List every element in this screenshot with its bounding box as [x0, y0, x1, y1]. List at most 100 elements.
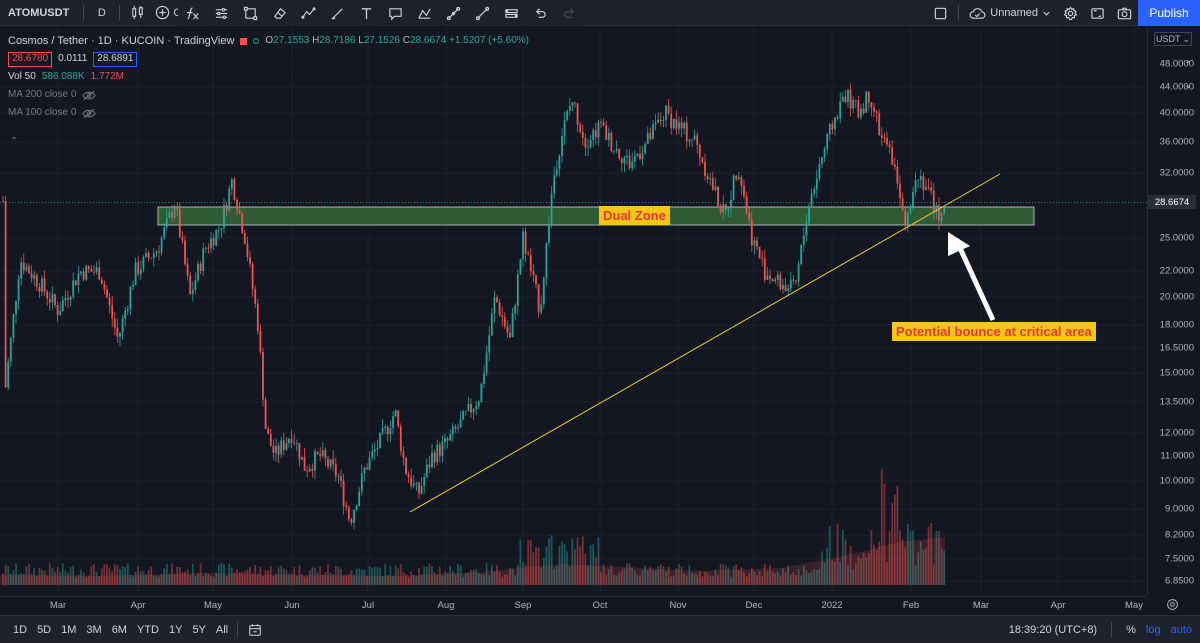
goto-date-icon[interactable] [248, 623, 262, 637]
candle-body [659, 119, 662, 122]
candle-body [485, 352, 488, 374]
candle-body [171, 212, 173, 218]
bounce-label[interactable]: Potential bounce at critical area [892, 322, 1096, 341]
volume-bar [230, 567, 233, 585]
volume-bar [202, 576, 205, 585]
volume-bar [818, 568, 821, 585]
clock[interactable]: 18:39:20 (UTC+8) [1008, 624, 1098, 636]
volume-bar [2, 573, 4, 585]
fx-indicators-icon[interactable] [178, 0, 207, 26]
candle-body [815, 178, 818, 190]
legend-symbol-title[interactable]: Cosmos / Tether · 1D · KUCOIN · TradingV… [8, 35, 235, 47]
volume-bar [405, 574, 407, 585]
ohlc-l-label: L [358, 35, 364, 46]
legend-collapse-icon[interactable]: ⌃ [10, 136, 19, 147]
templates-icon[interactable] [207, 0, 236, 26]
axis-collapse-icon[interactable]: ⌃ [1184, 60, 1193, 71]
camera-snapshot-icon[interactable] [1111, 0, 1138, 26]
candle-body [935, 205, 938, 213]
candle-body [592, 130, 595, 140]
layout-square-icon[interactable] [927, 0, 954, 26]
volume-bar [813, 569, 816, 585]
fullscreen-icon[interactable] [1084, 0, 1111, 26]
range-button-all[interactable]: All [215, 623, 229, 636]
volume-bar [555, 566, 558, 585]
time-axis[interactable]: Mar Apr May Jun Jul Aug Sep Oct Nov Dec 2022 Feb Mar… [0, 596, 1147, 614]
volume-bar [670, 576, 673, 585]
volume-bar [914, 565, 917, 585]
interval-selector[interactable]: D [97, 6, 106, 19]
candle-body [38, 286, 41, 292]
time-tick: Dec [745, 600, 763, 611]
eraser-icon[interactable] [265, 0, 294, 26]
symbol-search[interactable]: ATOMUSDT [8, 6, 70, 19]
path-tool-icon[interactable] [294, 0, 323, 26]
volume-bar [652, 570, 654, 585]
axis-settings-gear-icon[interactable] [1166, 598, 1179, 611]
publish-button[interactable]: Publish [1138, 0, 1200, 26]
sell-price-button[interactable]: 28.6780 [8, 51, 53, 67]
volume-bar [917, 551, 920, 585]
candles-icon[interactable] [124, 0, 151, 26]
ma100-legend-row[interactable]: MA 100 close 0 [8, 104, 529, 122]
ma200-legend-row[interactable]: MA 200 close 0 [8, 86, 529, 104]
candle-body [685, 122, 688, 141]
volume-bar [771, 571, 774, 585]
range-button-1m[interactable]: 1M [61, 623, 77, 636]
volume-bar [886, 561, 888, 585]
price-chart[interactable] [0, 27, 1147, 595]
settings-gear-icon[interactable] [1057, 0, 1084, 26]
log-toggle[interactable]: log [1145, 624, 1161, 636]
brush-icon[interactable] [323, 0, 352, 26]
candle-body [891, 147, 894, 165]
range-button-ytd[interactable]: YTD [136, 623, 159, 636]
callout-icon[interactable] [381, 0, 410, 26]
auto-toggle[interactable]: auto [1170, 624, 1192, 636]
price-axis[interactable]: 48.0000 44.0000 40.0000 36.0000 32.0000 25.00… [1147, 27, 1200, 595]
volume-bar [171, 563, 173, 585]
redo-icon[interactable] [555, 0, 584, 26]
range-button-3m[interactable]: 3M [86, 623, 102, 636]
volume-bar [191, 564, 194, 585]
volume-bar [155, 576, 158, 585]
range-button-5y[interactable]: 5Y [192, 623, 206, 636]
currency-selector[interactable]: USDT ⌄ [1154, 32, 1192, 46]
range-button-5d[interactable]: 5D [37, 623, 52, 636]
position-tool-icon[interactable] [497, 0, 526, 26]
eye-hidden-icon[interactable] [82, 108, 97, 119]
percent-toggle[interactable]: % [1126, 624, 1136, 636]
buy-price-button[interactable]: 28.6891 [93, 51, 138, 67]
volume-legend-row[interactable]: Vol 50 586.088K 1.772M [8, 68, 529, 86]
volume-bar [932, 564, 935, 585]
undo-icon[interactable] [526, 0, 555, 26]
dual-zone-label[interactable]: Dual Zone [599, 206, 670, 225]
text-tool-icon[interactable] [352, 0, 381, 26]
axis-expand-icon[interactable]: ⌄ [1184, 80, 1193, 91]
range-button-1y[interactable]: 1Y [168, 623, 183, 636]
rectangle-tool-icon[interactable] [236, 0, 265, 26]
ma200-label: MA 200 close 0 [8, 89, 77, 100]
measure-tool-icon[interactable] [439, 0, 468, 26]
volume-bar [756, 575, 758, 585]
range-button-1d[interactable]: 1D [13, 623, 28, 636]
eye-hidden-icon[interactable] [82, 90, 97, 101]
volume-bar [347, 574, 350, 585]
trendline-tool-icon[interactable] [468, 0, 497, 26]
pattern-tool-icon[interactable] [410, 0, 439, 26]
candle-body [758, 246, 761, 259]
volume-bar [912, 530, 914, 585]
candle-body [813, 189, 816, 194]
layout-name-button[interactable]: Unnamed [963, 0, 1057, 26]
volume-bar [64, 570, 67, 585]
candle-body [514, 305, 517, 314]
candle-body [410, 477, 413, 486]
volume-label: Vol 50 [8, 71, 36, 82]
range-button-6m[interactable]: 6M [111, 623, 127, 636]
volume-bar [324, 572, 327, 585]
current-price-label: 28.6674 [1148, 195, 1196, 209]
volume-bar [246, 569, 249, 585]
volume-bar [685, 575, 688, 585]
ohlc-close: 28.6674 [410, 35, 447, 46]
candle-body [204, 247, 207, 249]
price-tick: 13.5000 [1159, 396, 1194, 408]
